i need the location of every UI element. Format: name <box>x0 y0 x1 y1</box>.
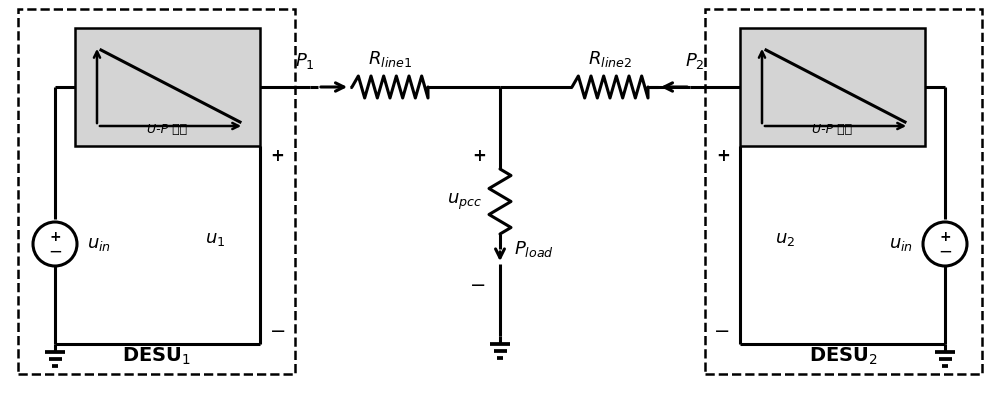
Text: $R_{line1}$: $R_{line1}$ <box>368 49 412 69</box>
Text: DESU$_2$: DESU$_2$ <box>809 346 878 367</box>
Text: $u_1$: $u_1$ <box>205 230 225 248</box>
Text: −: − <box>270 323 286 342</box>
Text: $P_2$: $P_2$ <box>685 51 705 71</box>
Text: −: − <box>48 243 62 261</box>
Text: +: + <box>49 230 61 244</box>
Text: $u_{in}$: $u_{in}$ <box>87 235 111 253</box>
Bar <box>18 9 295 374</box>
Text: $u_{in}$: $u_{in}$ <box>889 235 913 253</box>
Text: $P_{load}$: $P_{load}$ <box>514 239 554 259</box>
Text: +: + <box>939 230 951 244</box>
Text: −: − <box>714 323 730 342</box>
Bar <box>75 28 260 146</box>
Bar <box>705 9 982 374</box>
Bar <box>740 28 925 146</box>
Text: $R_{line2}$: $R_{line2}$ <box>588 49 632 69</box>
Text: +: + <box>716 147 730 165</box>
Text: +: + <box>472 147 486 165</box>
Text: $u_{pcc}$: $u_{pcc}$ <box>447 191 482 212</box>
Text: U-P 下垂: U-P 下垂 <box>812 123 853 136</box>
Text: +: + <box>270 147 284 165</box>
Text: U-P 下垂: U-P 下垂 <box>147 123 188 136</box>
Text: $u_2$: $u_2$ <box>775 230 795 248</box>
Text: −: − <box>470 277 486 296</box>
Text: −: − <box>938 243 952 261</box>
Text: $P_1$: $P_1$ <box>295 51 315 71</box>
Text: DESU$_1$: DESU$_1$ <box>122 346 191 367</box>
